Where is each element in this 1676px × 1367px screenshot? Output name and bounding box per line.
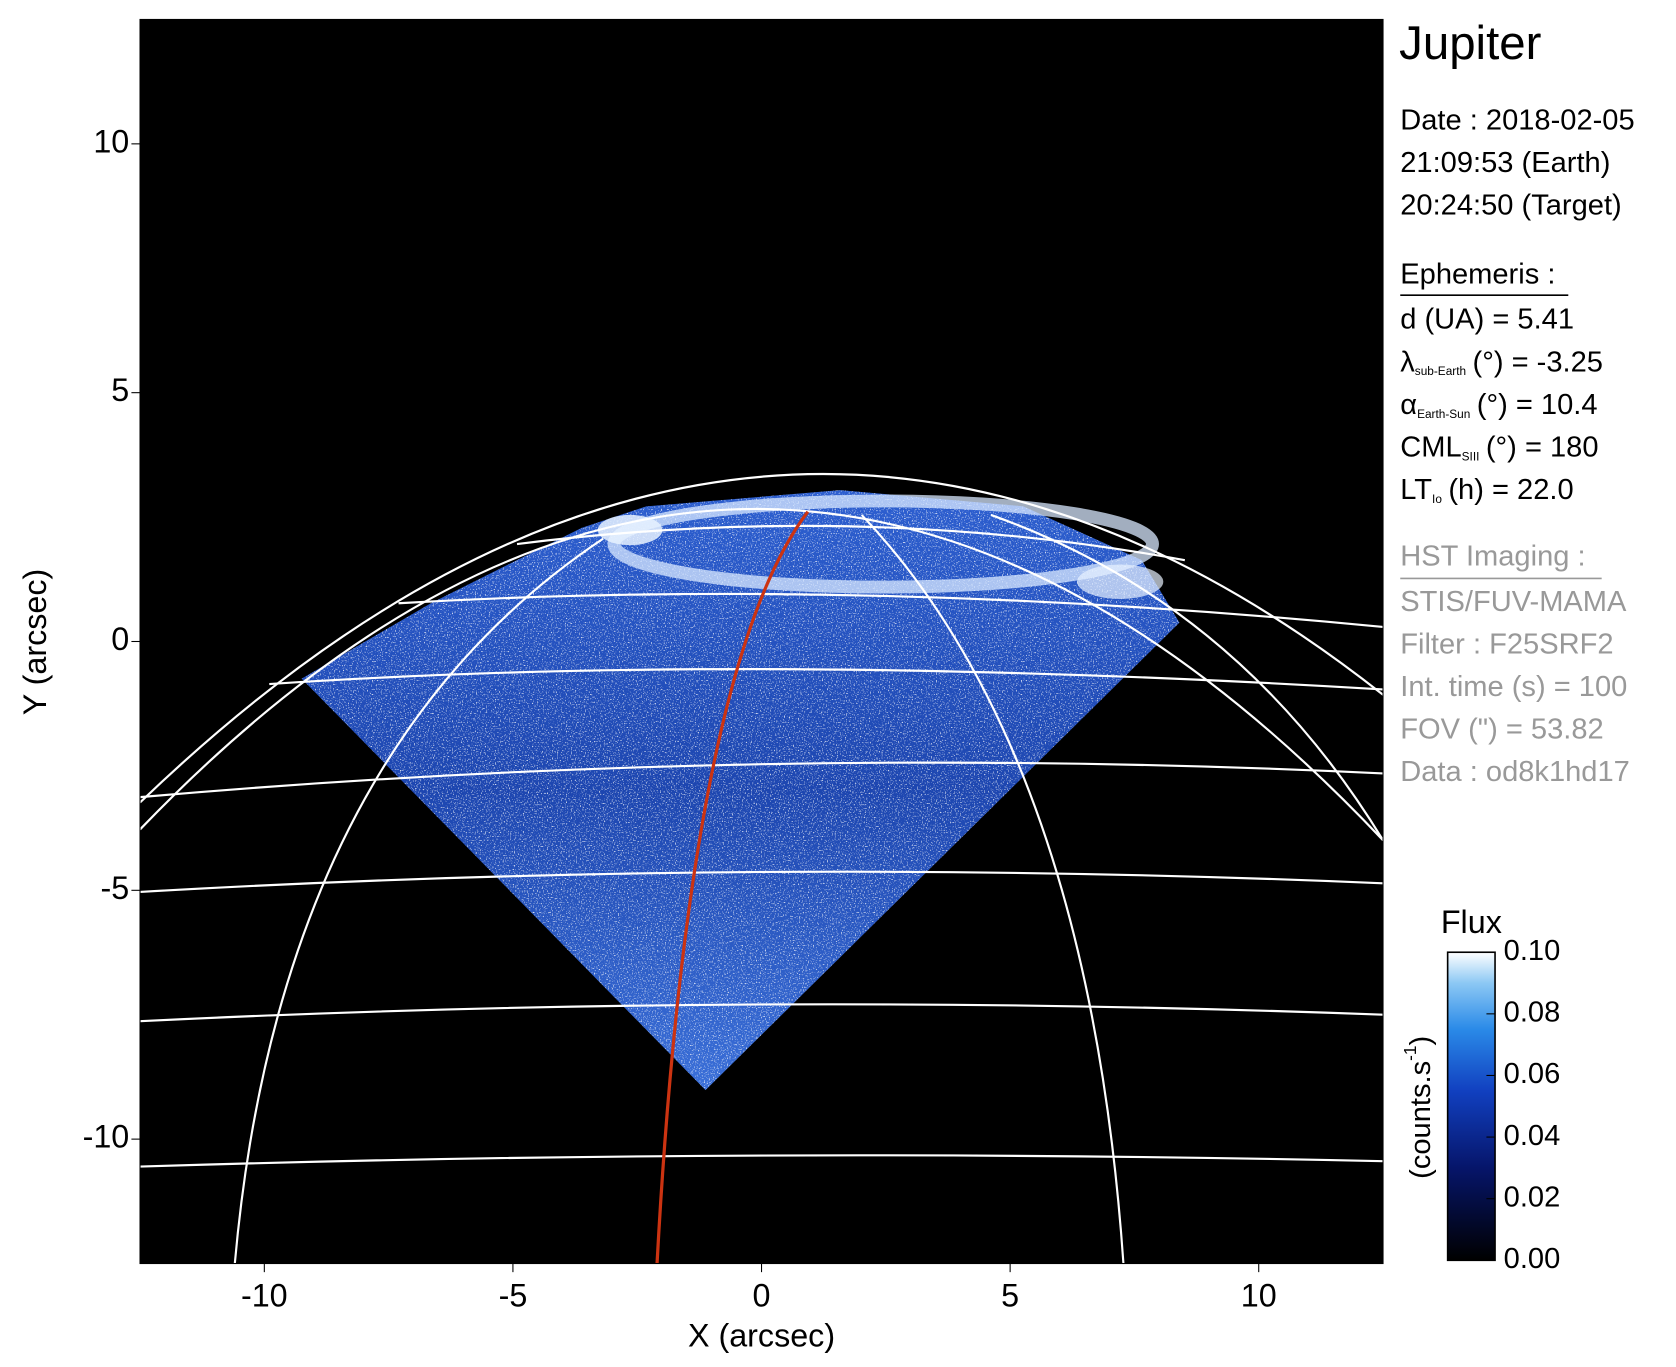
date-line: 21:09:53 (Earth): [1400, 147, 1610, 179]
auroral-oval: [607, 494, 1159, 594]
parallel: [398, 592, 1384, 629]
x-tick-label: 5: [1001, 1278, 1019, 1314]
ephemeris-subscript: SIII: [1462, 449, 1480, 463]
y-tick-label: 5: [111, 372, 129, 408]
limb-inner: [140, 473, 1384, 804]
ephemeris-value: (°) = 180: [1486, 431, 1599, 463]
ephemeris-row: λsub-Earth (°) = -3.25: [1400, 346, 1603, 378]
meridian: [990, 513, 1384, 841]
y-tick-label: -10: [83, 1119, 130, 1155]
ephemeris-row: LTIo (h) = 22.0: [1400, 474, 1573, 506]
colorbar-tick-label: 0.02: [1504, 1181, 1561, 1213]
parallel: [140, 870, 1384, 893]
colorbar-tick-label: 0.08: [1504, 997, 1561, 1029]
limb: [140, 507, 1384, 841]
x-tick-label: 10: [1241, 1278, 1277, 1314]
colorbar-tick-label: 0.00: [1504, 1243, 1561, 1275]
ephemeris-symbol: α: [1400, 389, 1417, 421]
colorbar-label-text: (counts.s: [1404, 1061, 1436, 1179]
image: [140, 19, 1384, 1264]
ephemeris-row: αEarth-Sun (°) = 10.4: [1400, 389, 1597, 421]
colorbar-label-sup: -1: [1400, 1046, 1420, 1061]
x-tick-label: -10: [241, 1278, 288, 1314]
colorbar-label-end: ): [1404, 1036, 1436, 1046]
panel-title: Jupiter: [1399, 17, 1541, 70]
colorbar-label: (counts.s-1): [1400, 1036, 1437, 1179]
y-tick-label: -5: [101, 870, 130, 906]
planet-grid: [140, 473, 1384, 1264]
x-axis-label: X (arcsec): [688, 1317, 835, 1353]
colorbar-tick-label: 0.06: [1504, 1058, 1561, 1090]
imaging-line: FOV (") = 53.82: [1400, 714, 1603, 746]
imaging-line: Data : od8k1hd17: [1400, 756, 1630, 788]
ephemeris-symbol: CML: [1400, 431, 1461, 463]
ephemeris-subscript: Io: [1432, 492, 1442, 506]
ephemeris-subscript: sub-Earth: [1415, 364, 1466, 378]
parallel: [516, 524, 1186, 562]
parallel: [269, 668, 1384, 691]
x-tick-label: -5: [499, 1278, 528, 1314]
ephemeris-value: (°) = -3.25: [1473, 346, 1603, 378]
imaging-line: Filter : F25SRF2: [1400, 628, 1613, 660]
x-tick-label: 0: [753, 1278, 771, 1314]
imaging-heading: HST Imaging :: [1400, 541, 1585, 573]
imaging-line: Int. time (s) = 100: [1400, 671, 1627, 703]
ephemeris-symbol: λ: [1400, 346, 1415, 378]
emission-noise: [301, 490, 1180, 1091]
ephemeris-row: d (UA) = 5.41: [1400, 304, 1574, 336]
y-axis-label: Y (arcsec): [17, 569, 53, 716]
meridian: [233, 537, 604, 1264]
ephemeris-row: CMLSIII (°) = 180: [1400, 431, 1598, 463]
date-line: 20:24:50 (Target): [1400, 190, 1621, 222]
ephemeris-symbol: LT: [1400, 474, 1432, 506]
auroral-spot: [597, 514, 663, 546]
date-line: Date : 2018-02-05: [1400, 104, 1634, 136]
colorbar-tick-label: 0.04: [1504, 1120, 1561, 1152]
y-tick-label: 0: [111, 621, 129, 657]
ephemeris-heading: Ephemeris :: [1400, 258, 1555, 290]
ephemeris-value: (h) = 22.0: [1448, 474, 1573, 506]
y-tick-label: 10: [93, 123, 129, 159]
parallel: [140, 1154, 1384, 1168]
imaging-line: STIS/FUV-MAMA: [1400, 586, 1627, 618]
parallel: [140, 761, 1384, 799]
auroral-spot: [1077, 564, 1164, 599]
colorbar: [1446, 951, 1496, 1262]
colorbar-title: Flux: [1441, 904, 1502, 940]
ephemeris-value: (°) = 10.4: [1477, 389, 1598, 421]
io-footpath: [655, 510, 810, 1264]
colorbar-tick-label: 0.10: [1504, 935, 1561, 967]
parallel: [140, 1003, 1384, 1023]
meridian: [860, 514, 1125, 1264]
ephemeris-subscript: Earth-Sun: [1417, 407, 1470, 421]
